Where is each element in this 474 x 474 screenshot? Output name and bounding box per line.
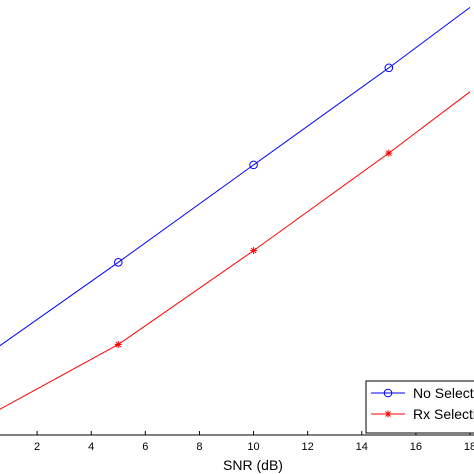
legend: No Selection Rx Selection [365,380,474,434]
legend-marker-circle [383,388,393,398]
x-tick-label: 16 [410,441,422,453]
x-tick-label: 6 [142,441,148,453]
data-point-no-selection [249,160,258,170]
x-tick-label: 12 [302,441,314,453]
data-point-no-selection [384,63,394,73]
legend-label-no-selection: No Selection [413,385,474,401]
series-layer [0,6,471,410]
series-line-no-selection [0,6,471,347]
x-tick-label: 4 [88,441,94,453]
x-tick-label: 14 [356,441,368,453]
x-axis-label: SNR (dB) [223,457,283,473]
x-tick-label: 18 [464,441,474,453]
legend-marker-star [384,410,392,418]
data-point-no-selection [113,258,123,267]
data-point-rx-selection [250,247,258,255]
x-tick-label: 10 [247,441,259,453]
legend-label-rx-selection: Rx Selection [413,406,474,422]
x-tick-label: 8 [196,441,202,453]
axis-layer: 2 4 6 8 10 12 14 16 18 [0,431,474,453]
legend-box [365,380,474,434]
data-point-rx-selection [385,149,393,157]
x-tick-label: 2 [34,441,40,453]
data-point-rx-selection [114,341,122,349]
